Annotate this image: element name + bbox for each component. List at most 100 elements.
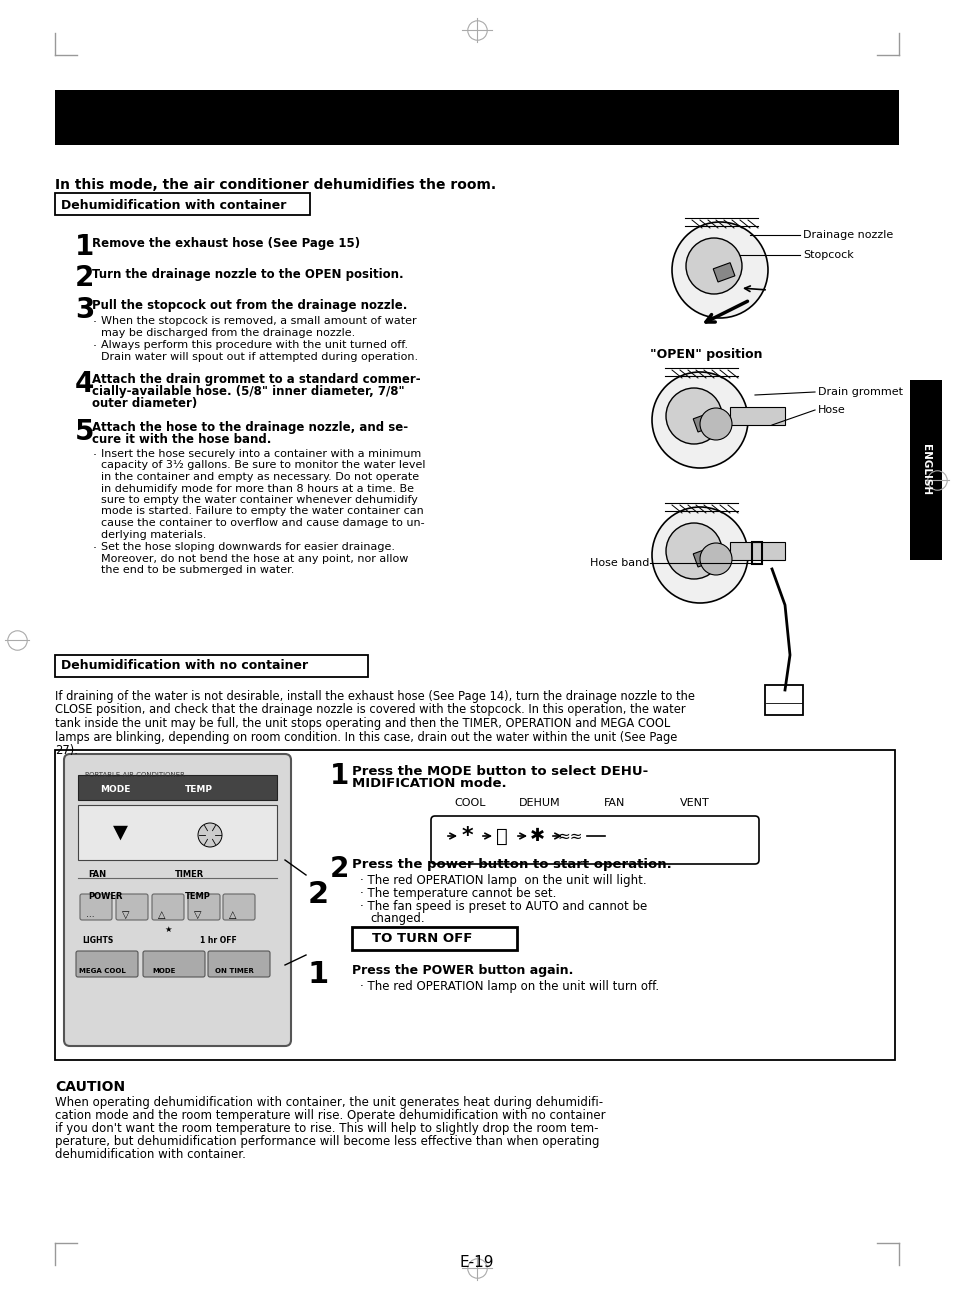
Text: ✱: ✱	[529, 827, 544, 845]
Bar	[751, 543, 761, 565]
Text: TO TURN OFF: TO TURN OFF	[372, 932, 472, 945]
Text: TEMP: TEMP	[185, 892, 211, 901]
Text: · The red OPERATION lamp  on the unit will light.: · The red OPERATION lamp on the unit wil…	[359, 874, 646, 887]
Text: perature, but dehumidification performance will become less effective than when : perature, but dehumidification performan…	[55, 1134, 598, 1147]
Text: cially-available hose. (5/8" inner diameter, 7/8": cially-available hose. (5/8" inner diame…	[91, 386, 404, 398]
Text: △: △	[158, 910, 165, 920]
Text: outer diameter): outer diameter)	[91, 397, 197, 410]
Text: ON TIMER: ON TIMER	[214, 968, 253, 974]
Text: FAN: FAN	[603, 798, 625, 807]
Text: cure it with the hose band.: cure it with the hose band.	[91, 434, 271, 447]
Text: capacity of 3¹⁄₂ gallons. Be sure to monitor the water level: capacity of 3¹⁄₂ gallons. Be sure to mon…	[101, 461, 425, 470]
Text: Attach the drain grommet to a standard commer-: Attach the drain grommet to a standard c…	[91, 373, 420, 386]
FancyBboxPatch shape	[208, 951, 270, 977]
Text: changed.: changed.	[370, 912, 424, 925]
Bar	[764, 685, 802, 715]
Text: MIDIFICATION mode.: MIDIFICATION mode.	[352, 778, 506, 790]
Text: · The temperature cannot be set.: · The temperature cannot be set.	[359, 887, 556, 900]
Text: △: △	[229, 910, 236, 920]
Circle shape	[665, 523, 721, 579]
Text: E-19: E-19	[459, 1255, 494, 1269]
Text: ·: ·	[92, 340, 97, 353]
Bar	[55, 750, 894, 1060]
Text: ▼: ▼	[112, 823, 128, 841]
Circle shape	[651, 508, 747, 604]
Text: ▽: ▽	[122, 910, 130, 920]
Text: Press the power button to start operation.: Press the power button to start operatio…	[352, 858, 671, 871]
Text: Set the hose sloping downwards for easier drainage.: Set the hose sloping downwards for easie…	[101, 543, 395, 552]
Text: When the stopcock is removed, a small amount of water: When the stopcock is removed, a small am…	[101, 315, 416, 326]
Text: DEHUM: DEHUM	[518, 798, 560, 807]
Text: ▽: ▽	[193, 910, 201, 920]
Text: may be discharged from the drainage nozzle.: may be discharged from the drainage nozz…	[101, 327, 355, 337]
Text: CLOSE position, and check that the drainage nozzle is covered with the stopcock.: CLOSE position, and check that the drain…	[55, 704, 685, 716]
Text: MODE: MODE	[152, 968, 175, 974]
Text: LIGHTS: LIGHTS	[82, 936, 113, 945]
Text: tank inside the unit may be full, the unit stops operating and then the TIMER, O: tank inside the unit may be full, the un…	[55, 716, 670, 729]
Text: ≈≈: ≈≈	[557, 828, 582, 844]
Bar	[729, 408, 784, 424]
Text: 27).: 27).	[55, 744, 78, 757]
Text: 2: 2	[308, 880, 329, 909]
Text: dehumidification with container.: dehumidification with container.	[55, 1147, 246, 1160]
FancyBboxPatch shape	[152, 894, 184, 920]
Text: 4: 4	[75, 370, 94, 398]
Text: ·: ·	[92, 543, 97, 556]
Bar	[55, 193, 310, 215]
Text: "OPEN" position: "OPEN" position	[649, 348, 761, 361]
Text: ENGLISH: ENGLISH	[920, 444, 930, 496]
Text: Turn the drainage nozzle to the OPEN position.: Turn the drainage nozzle to the OPEN pos…	[91, 267, 403, 280]
Text: Press the MODE button to select DEHU-: Press the MODE button to select DEHU-	[352, 765, 648, 778]
Circle shape	[651, 373, 747, 469]
Text: · The fan speed is preset to AUTO and cannot be: · The fan speed is preset to AUTO and ca…	[359, 900, 646, 912]
Circle shape	[700, 543, 731, 575]
Bar	[78, 775, 276, 800]
Text: POWER: POWER	[88, 892, 122, 901]
Text: FAN: FAN	[88, 870, 106, 879]
FancyBboxPatch shape	[80, 894, 112, 920]
Text: mode is started. Failure to empty the water container can: mode is started. Failure to empty the wa…	[101, 506, 423, 517]
Text: · The red OPERATION lamp on the unit will turn off.: · The red OPERATION lamp on the unit wil…	[359, 980, 659, 993]
Bar	[693, 548, 714, 567]
Text: Drain grommet: Drain grommet	[817, 387, 902, 397]
Text: Drain water will spout out if attempted during operation.: Drain water will spout out if attempted …	[101, 352, 417, 362]
Text: Press the POWER button again.: Press the POWER button again.	[352, 964, 573, 977]
Text: cause the container to overflow and cause damage to un-: cause the container to overflow and caus…	[101, 518, 424, 528]
Bar	[729, 543, 784, 559]
Text: ·: ·	[92, 449, 97, 462]
FancyBboxPatch shape	[143, 951, 205, 977]
Text: Moreover, do not bend the hose at any point, nor allow: Moreover, do not bend the hose at any po…	[101, 553, 408, 563]
Text: 1: 1	[75, 234, 94, 261]
FancyBboxPatch shape	[116, 894, 148, 920]
Text: Hose band: Hose band	[589, 558, 649, 569]
FancyBboxPatch shape	[64, 754, 291, 1046]
Circle shape	[665, 388, 721, 444]
Text: COOL: COOL	[454, 798, 485, 807]
Text: Drainage nozzle: Drainage nozzle	[802, 230, 892, 240]
Text: ★: ★	[164, 924, 172, 933]
Circle shape	[671, 222, 767, 318]
Text: cation mode and the room temperature will rise. Operate dehumidification with no: cation mode and the room temperature wil…	[55, 1108, 605, 1121]
Text: if you don't want the room temperature to rise. This will help to slightly drop : if you don't want the room temperature t…	[55, 1121, 598, 1134]
Text: in the container and empty as necessary. Do not operate: in the container and empty as necessary.…	[101, 472, 418, 482]
FancyBboxPatch shape	[223, 894, 254, 920]
Text: Dehumidification with container: Dehumidification with container	[61, 199, 286, 212]
Text: MEGA COOL: MEGA COOL	[79, 968, 126, 974]
Circle shape	[198, 823, 222, 848]
Text: CAUTION: CAUTION	[55, 1080, 125, 1094]
Text: MODE: MODE	[100, 785, 131, 794]
Text: ⦿: ⦿	[496, 827, 507, 845]
FancyBboxPatch shape	[431, 816, 759, 864]
Text: derlying materials.: derlying materials.	[101, 530, 206, 540]
Bar	[713, 262, 734, 282]
Text: Insert the hose securely into a container with a minimum: Insert the hose securely into a containe…	[101, 449, 421, 459]
Bar	[55, 90, 898, 145]
Text: TEMP: TEMP	[185, 785, 213, 794]
Text: TIMER: TIMER	[174, 870, 204, 879]
Text: Stopcock: Stopcock	[802, 251, 853, 260]
Text: sure to empty the water container whenever dehumidify: sure to empty the water container whenev…	[101, 495, 417, 505]
Text: the end to be submerged in water.: the end to be submerged in water.	[101, 565, 294, 575]
Text: *: *	[460, 826, 473, 846]
Bar	[55, 655, 368, 678]
Text: 1 hr OFF: 1 hr OFF	[200, 936, 236, 945]
